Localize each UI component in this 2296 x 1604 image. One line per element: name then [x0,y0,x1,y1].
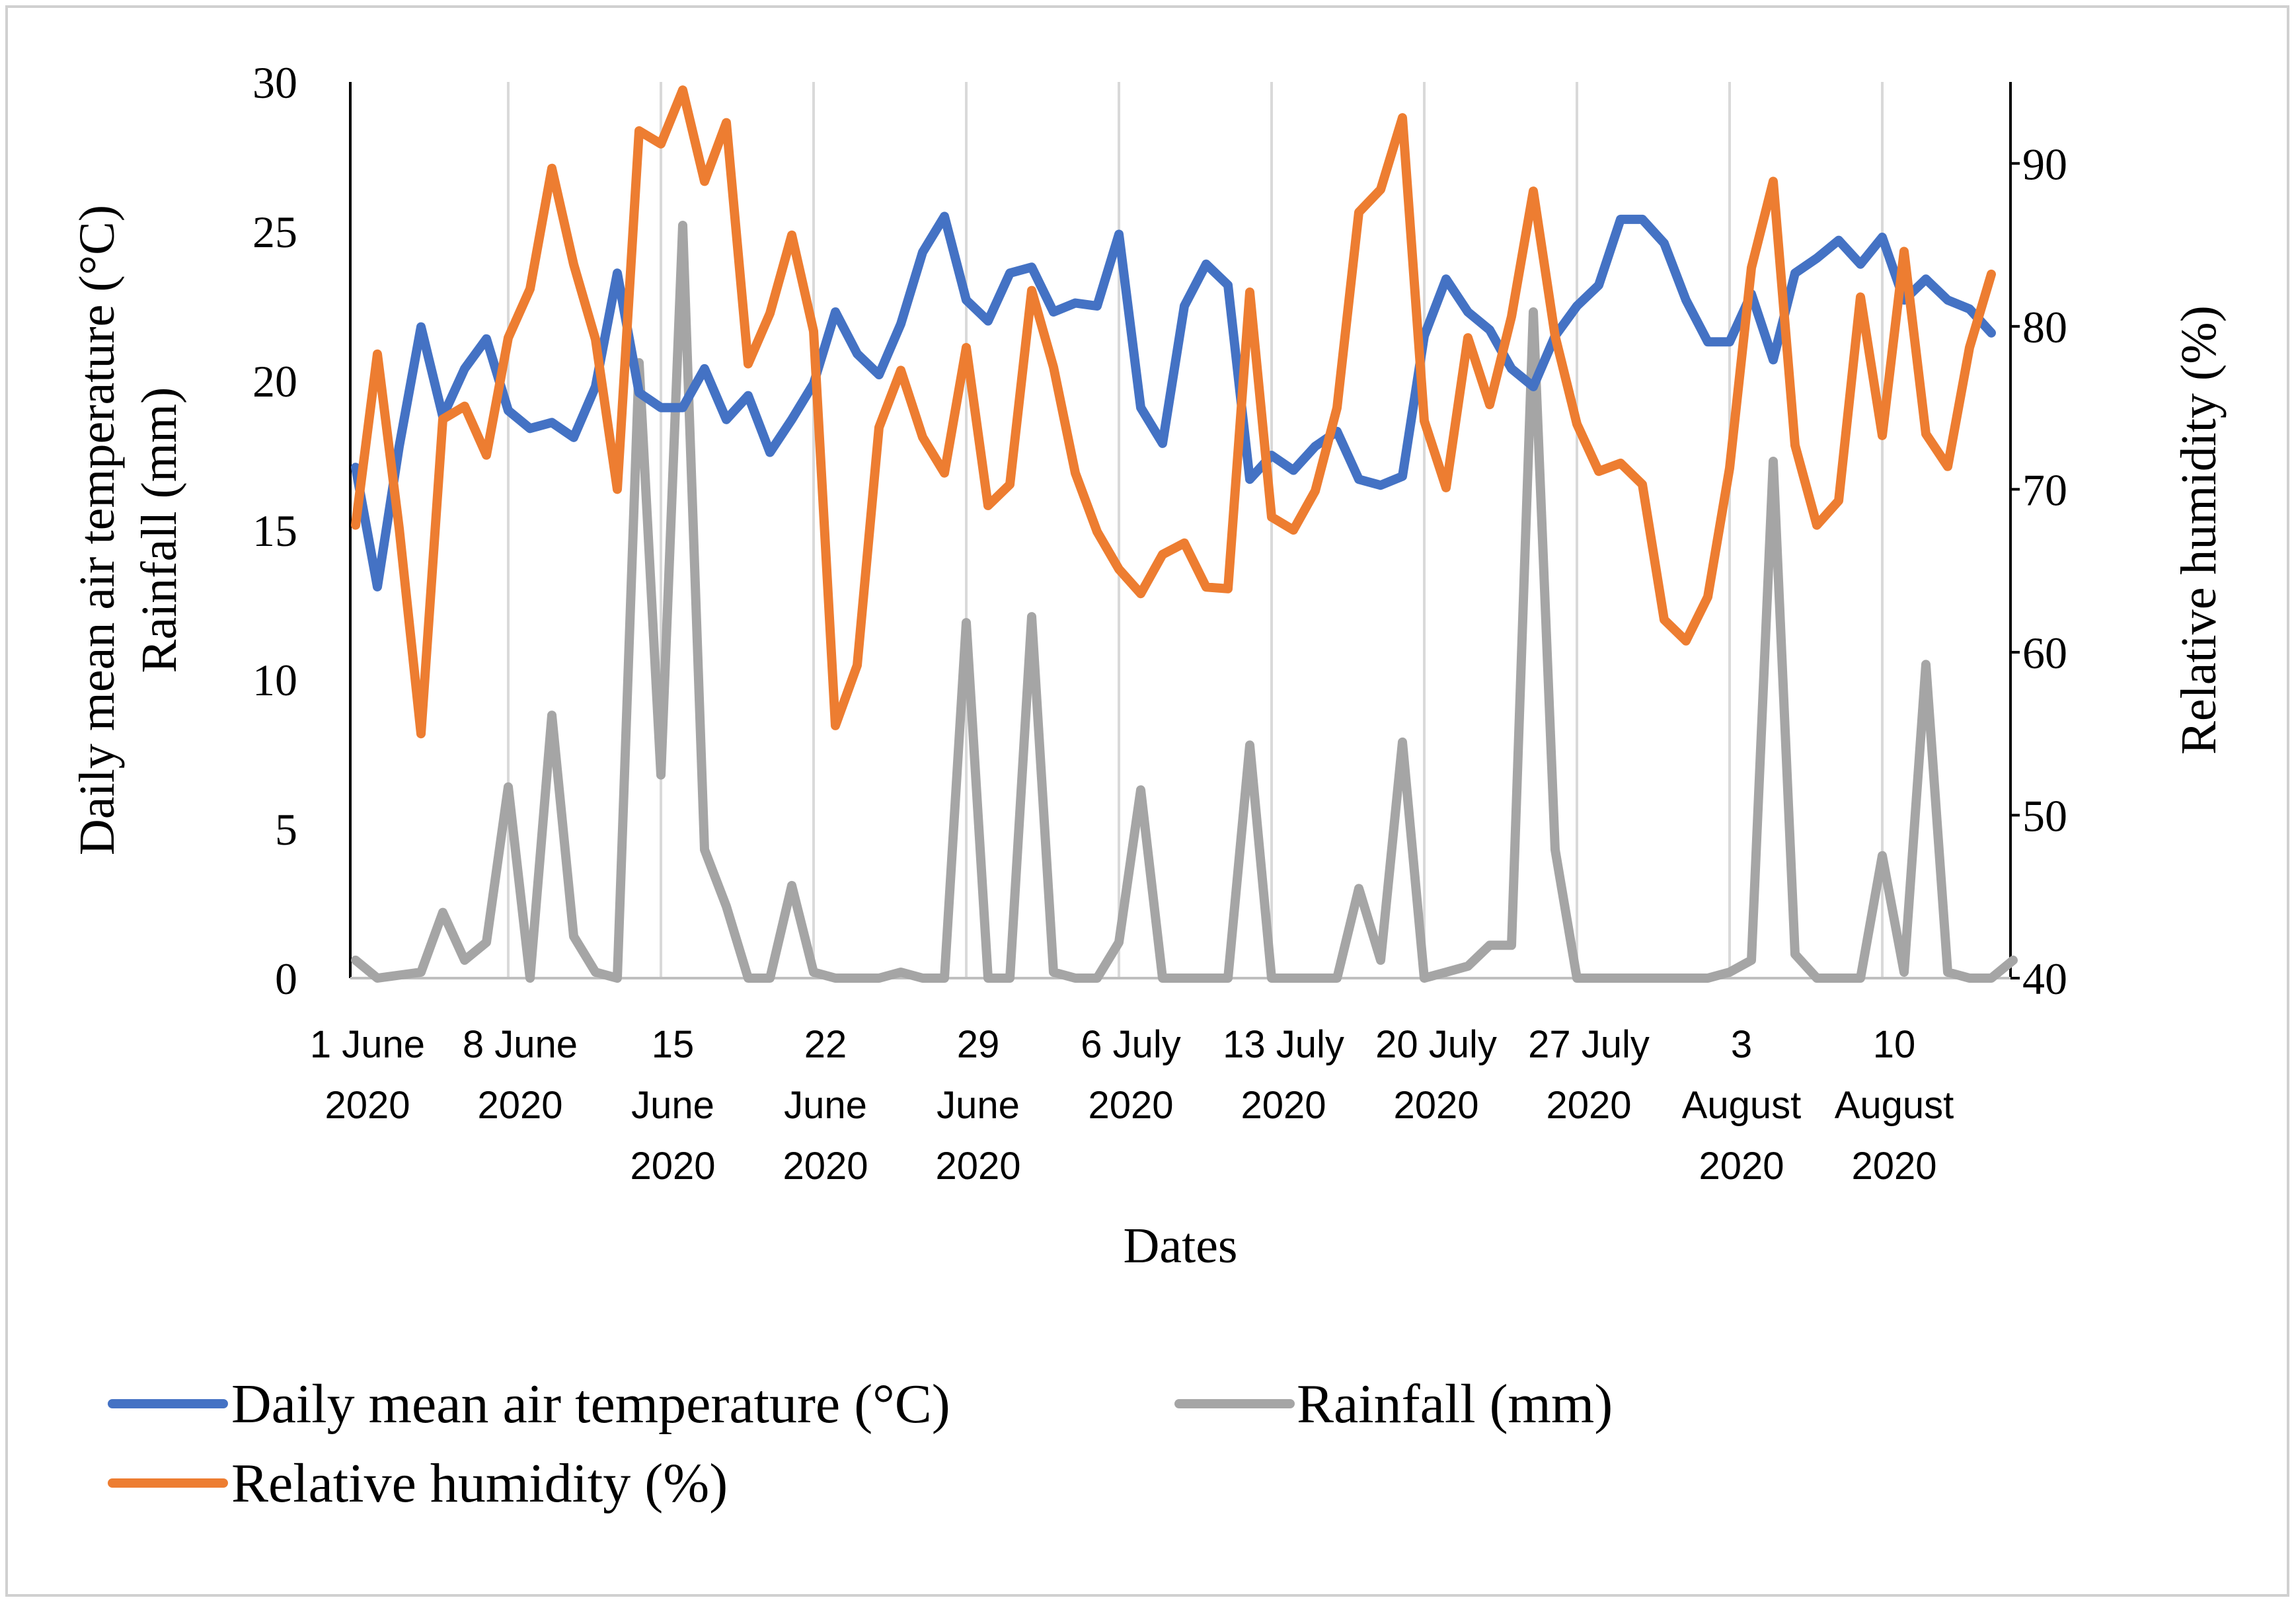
x-tick-label-line: 2020 [1393,1084,1478,1127]
legend-label-humidity: Relative humidity (%) [231,1453,728,1514]
x-tick-label: 27 July 2020 [1528,1023,1650,1127]
right-axis-title: Relative humidity (%) [2171,305,2227,755]
left-tick-label: 5 [275,804,297,855]
x-tick-label-line: 13 July [1223,1023,1344,1066]
x-tick-label: 29 June 2020 [935,1023,1020,1188]
legend: Daily mean air temperature (°C) Rainfall… [108,1373,1613,1514]
x-tick-label-line: 20 July [1375,1023,1497,1066]
x-tick-label-line: 2020 [1241,1084,1326,1127]
left-axis-title-temperature: Daily mean air temperature (°C) [69,205,125,855]
right-tick-label: 90 [2022,139,2067,189]
x-tick-label: 3 August 2020 [1682,1023,1802,1188]
right-tick-label: 70 [2022,465,2067,515]
x-tick-label-line: 15 [652,1023,695,1066]
x-tick-label-line: 2020 [783,1145,868,1188]
x-tick-label-line: August [1835,1084,1954,1127]
x-tick-label-line: August [1682,1084,1802,1127]
x-axis-tick-labels: 1 June 2020 8 June 2020 15 June 2020 22 June 2020… [310,1023,1954,1188]
x-tick-label-line: 8 June [463,1023,578,1066]
x-tick-label-line: 2020 [1088,1084,1173,1127]
left-tick-label: 25 [252,207,297,257]
x-tick-label: 1 June 2020 [310,1023,425,1127]
left-tick-label: 30 [252,57,297,108]
x-tick-label-line: 2020 [1699,1145,1784,1188]
right-tick-label: 80 [2022,302,2067,352]
x-tick-label-line: 2020 [935,1145,1020,1188]
x-tick-label-line: June [631,1084,714,1127]
x-tick-label-line: 22 [804,1023,847,1066]
left-tick-label: 0 [275,954,297,1004]
series-line-rainfall [351,221,2018,983]
left-tick-label: 10 [252,655,297,705]
x-tick-label: 15 June 2020 [630,1023,715,1188]
x-tick-label-line: 2020 [1546,1084,1631,1127]
x-tick-label-line: 29 [957,1023,1000,1066]
x-tick-label-line: 2020 [630,1145,715,1188]
legend-label-rainfall: Rainfall (mm) [1297,1373,1613,1435]
right-tick-label: 40 [2022,954,2067,1004]
left-tick-label: 20 [252,356,297,406]
right-tick-label: 60 [2022,628,2067,678]
right-tick-label: 50 [2022,790,2067,841]
x-tick-label-line: June [784,1084,867,1127]
x-tick-label-line: 27 July [1528,1023,1650,1066]
left-axis-title-rainfall: Rainfall (mm) [132,387,187,673]
x-tick-label: 8 June 2020 [463,1023,578,1127]
x-tick-label: 20 July 2020 [1375,1023,1497,1127]
x-axis-title: Dates [1123,1218,1237,1274]
x-tick-label: 13 July 2020 [1223,1023,1344,1127]
x-tick-label: 10 August 2020 [1835,1023,1954,1188]
x-tick-label-line: 2020 [477,1084,562,1127]
x-tick-label-line: 2020 [325,1084,410,1127]
x-tick-label-line: June [937,1084,1020,1127]
series-lines [351,85,2018,983]
x-tick-label-line: 10 [1873,1023,1916,1066]
x-tick-label-line: 1 June [310,1023,425,1066]
x-tick-label-line: 3 [1731,1023,1752,1066]
x-tick-label: 6 July 2020 [1081,1023,1181,1127]
x-tick-label-line: 2020 [1851,1145,1936,1188]
vertical-gridlines [507,82,1884,978]
x-tick-label-line: 6 July [1081,1023,1181,1066]
left-axis-tick-labels: 0 5 10 15 20 25 30 [252,57,297,1004]
series-line-humidity [351,85,1996,739]
x-tick-label: 22 June 2020 [783,1023,868,1188]
left-tick-label: 15 [252,506,297,556]
legend-label-temperature: Daily mean air temperature (°C) [231,1373,950,1435]
right-axis-tick-labels: 40 50 60 70 80 90 [2010,139,2067,1004]
